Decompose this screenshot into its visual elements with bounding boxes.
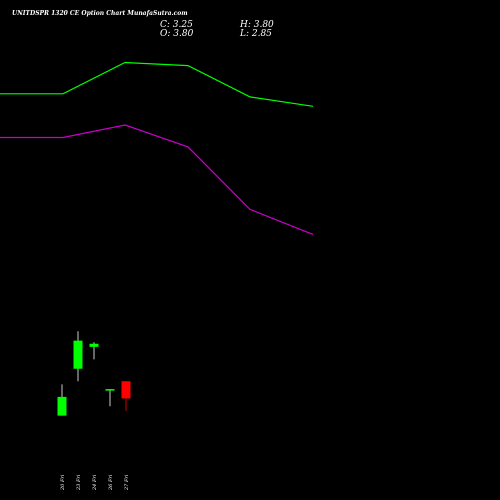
low-value: L: 2.85	[240, 29, 272, 39]
x-tick-label: 27 Fri	[124, 474, 130, 491]
close-value: C: 3.25	[160, 20, 193, 30]
x-axis-ticks: 20 Fri 23 Fri 24 Fri 26 Fri 27 Fri	[60, 474, 130, 491]
chart-title: UNITDSPR 1320 CE Option Chart MunafaSutr…	[12, 10, 188, 17]
candle-body	[73, 340, 83, 369]
open-value: O: 3.80	[160, 29, 194, 39]
indicator-lines	[0, 61, 314, 235]
candles	[57, 331, 131, 416]
candle-body	[121, 381, 131, 399]
candle-23-fri	[73, 331, 83, 382]
x-tick-label: 20 Fri	[60, 474, 66, 491]
candle-body	[57, 396, 67, 416]
x-tick-label: 26 Fri	[108, 474, 114, 491]
x-tick-label: 24 Fri	[92, 474, 98, 491]
high-value: H: 3.80	[240, 20, 274, 30]
candle-27-fri	[121, 381, 131, 411]
candle-26-fri	[105, 389, 115, 407]
indicator-line-2	[0, 124, 314, 235]
candle-body	[89, 343, 99, 347]
candle-24-fri	[89, 342, 99, 360]
indicator-line-1	[0, 61, 314, 107]
x-tick-label: 23 Fri	[76, 474, 82, 491]
candle-body	[105, 389, 115, 391]
candle-20-fri	[57, 384, 67, 416]
